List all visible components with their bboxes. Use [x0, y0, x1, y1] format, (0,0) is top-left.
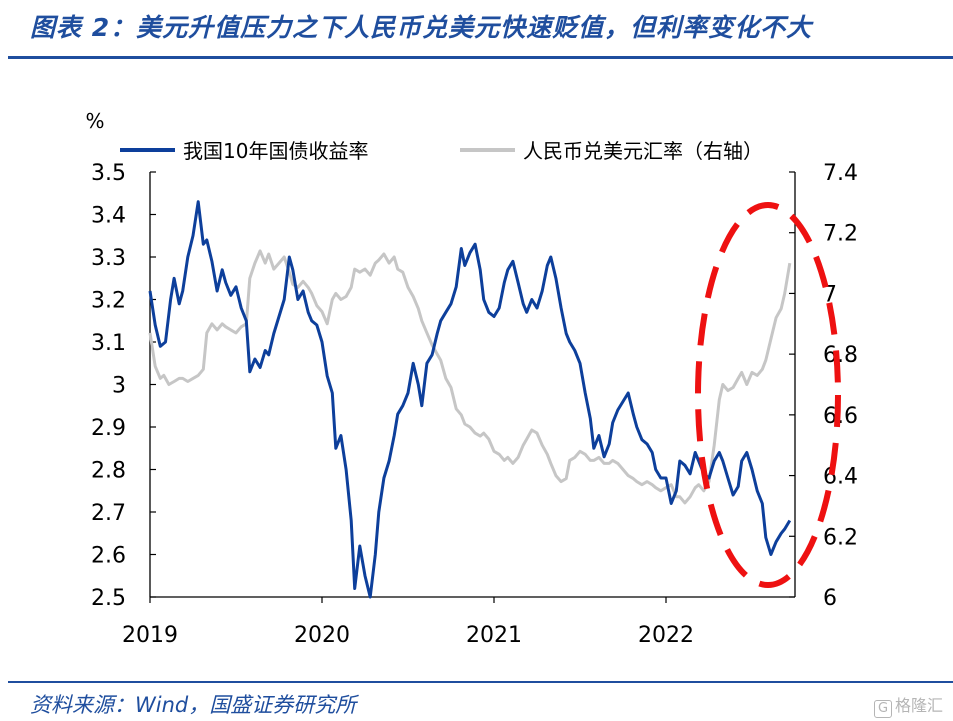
- title-rule: [8, 56, 953, 59]
- left-y-tick-label-6: 3.1: [91, 331, 126, 356]
- right-y-tick-label-7: 7.4: [823, 161, 858, 186]
- source-note: 资料来源：Wind，国盛证券研究所: [30, 693, 357, 717]
- right-y-tick-label-2: 6.4: [823, 465, 858, 490]
- left-y-tick-label-1: 2.6: [91, 544, 126, 569]
- series-line-bond-yield: [148, 200, 792, 599]
- left-y-tick-label-8: 3.3: [91, 246, 126, 271]
- right-y-tick-label-1: 6.2: [823, 525, 858, 550]
- x-tick-label-3: 2022: [638, 623, 694, 648]
- left-y-tick-label-10: 3.5: [91, 161, 126, 186]
- source-rule: [8, 681, 953, 683]
- highlight-ellipse: [695, 202, 841, 588]
- figure-title: 图表 2：美元升值压力之下人民币兑美元快速贬值，但利率变化不大: [30, 13, 813, 42]
- legend: 我国10年国债收益率 人民币兑美元汇率（右轴）: [120, 139, 763, 163]
- legend-label-bond-yield: 我国10年国债收益率: [183, 139, 368, 163]
- series-line-fx-rate: [148, 249, 792, 505]
- right-y-tick-label-5: 7: [823, 282, 837, 307]
- series-layer: [148, 200, 792, 599]
- x-tick-label-2: 2021: [466, 623, 522, 648]
- left-y-tick-label-7: 3.2: [91, 289, 126, 314]
- legend-label-fx-rate: 人民币兑美元汇率（右轴）: [523, 139, 763, 163]
- left-y-tick-label-2: 2.7: [91, 501, 126, 526]
- left-y-tick-label-4: 2.9: [91, 416, 126, 441]
- right-y-tick-label-0: 6: [823, 586, 837, 611]
- x-tick-label-1: 2020: [294, 623, 350, 648]
- left-y-tick-label-9: 3.4: [91, 204, 126, 229]
- x-tick-label-0: 2019: [122, 623, 178, 648]
- left-y-tick-label-5: 3: [112, 374, 126, 399]
- left-y-axis-ticks: 2.5 2.6 2.7 2.8 2.9 3 3.1 3.2 3.3 3.4 3.5: [91, 161, 156, 611]
- watermark-logo-icon: G: [873, 700, 892, 718]
- watermark: G 格隆汇: [873, 692, 943, 718]
- right-y-tick-label-6: 7.2: [823, 222, 858, 247]
- x-axis-ticks: 2019 2020 2021 2022: [122, 597, 694, 648]
- right-y-axis-ticks: 66.26.46.66.877.27.4: [789, 161, 858, 611]
- left-y-tick-label-0: 2.5: [91, 586, 126, 611]
- y-unit-label: %: [85, 109, 104, 133]
- watermark-text: 格隆汇: [894, 696, 943, 715]
- left-y-tick-label-3: 2.8: [91, 459, 126, 484]
- right-y-tick-label-4: 6.8: [823, 343, 858, 368]
